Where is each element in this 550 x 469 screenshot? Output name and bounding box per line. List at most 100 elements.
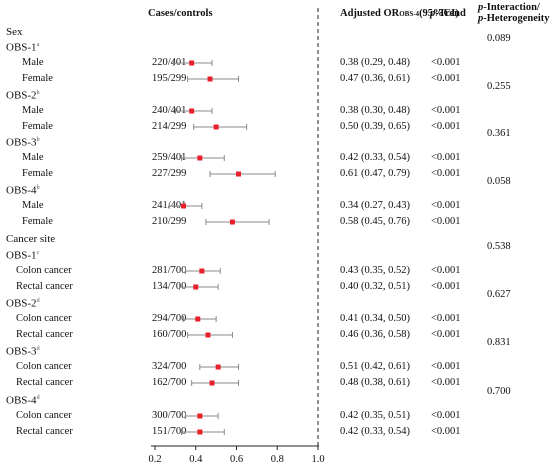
cases-controls-value: 151/700 bbox=[152, 426, 187, 437]
p-trend-value: <0.001 bbox=[431, 313, 461, 324]
p-trend-value: <0.001 bbox=[431, 426, 461, 437]
x-tick-label: 1.0 bbox=[311, 454, 324, 465]
row-label: Female bbox=[22, 216, 53, 227]
x-tick-label: 0.4 bbox=[189, 454, 203, 465]
header-p-trend-label: -Trend bbox=[435, 8, 466, 19]
row-label: Male bbox=[22, 57, 44, 68]
header-cases-controls: Cases/controls bbox=[148, 8, 213, 19]
or-point bbox=[229, 219, 235, 225]
row-label: Rectal cancer bbox=[16, 281, 73, 292]
row-label: Colon cancer bbox=[16, 410, 72, 421]
row-label: Female bbox=[22, 121, 53, 132]
or-point bbox=[205, 332, 211, 338]
header-or-suffix: (95%CI) bbox=[419, 8, 459, 19]
p-interaction-value: 0.361 bbox=[487, 128, 511, 139]
group-label: OBS-3b bbox=[6, 134, 40, 150]
odds-ratio-ci: 0.50 (0.39, 0.65) bbox=[340, 121, 410, 132]
p-trend-value: <0.001 bbox=[431, 57, 461, 68]
header-p-interaction-p: p bbox=[478, 2, 484, 13]
p-interaction-value: 0.538 bbox=[487, 241, 511, 252]
p-trend-value: <0.001 bbox=[431, 329, 461, 340]
cases-controls-value: 210/299 bbox=[152, 216, 187, 227]
p-interaction-value: 0.058 bbox=[487, 176, 511, 187]
header-or-prefix: Adjusted OR bbox=[340, 8, 400, 19]
or-point bbox=[181, 203, 187, 209]
row-label: Male bbox=[22, 152, 44, 163]
odds-ratio-ci: 0.38 (0.29, 0.48) bbox=[340, 57, 410, 68]
odds-ratio-ci: 0.48 (0.38, 0.61) bbox=[340, 377, 410, 388]
row-label: Female bbox=[22, 73, 53, 84]
group-label-footnote: d bbox=[36, 395, 40, 401]
odds-ratio-ci: 0.34 (0.27, 0.43) bbox=[340, 200, 410, 211]
group-label-text: OBS-3 bbox=[6, 345, 37, 358]
header-p-trend-p: p bbox=[430, 8, 436, 19]
cases-controls-value: 324/700 bbox=[152, 361, 187, 372]
odds-ratio-ci: 0.42 (0.33, 0.54) bbox=[340, 426, 410, 437]
or-point bbox=[197, 413, 203, 419]
cases-controls-value: 259/401 bbox=[152, 152, 187, 163]
odds-ratio-ci: 0.47 (0.36, 0.61) bbox=[340, 73, 410, 84]
or-point bbox=[193, 284, 199, 290]
group-label-text: OBS-3 bbox=[6, 136, 37, 149]
p-trend-value: <0.001 bbox=[431, 121, 461, 132]
group-label-text: OBS-1 bbox=[6, 41, 37, 54]
odds-ratio-ci: 0.38 (0.30, 0.48) bbox=[340, 105, 410, 116]
odds-ratio-ci: 0.43 (0.35, 0.52) bbox=[340, 265, 410, 276]
p-trend-value: <0.001 bbox=[431, 168, 461, 179]
cases-controls-value: 227/299 bbox=[152, 168, 187, 179]
row-label: Male bbox=[22, 200, 44, 211]
group-label-footnote: c bbox=[36, 250, 40, 256]
group-label-footnote: a bbox=[36, 42, 40, 48]
row-label: Colon cancer bbox=[16, 265, 72, 276]
group-label-footnote: b bbox=[36, 185, 40, 191]
row-label: Rectal cancer bbox=[16, 426, 73, 437]
cases-controls-value: 300/700 bbox=[152, 410, 187, 421]
or-point bbox=[195, 316, 201, 322]
header-p-trend: p-Trend bbox=[430, 8, 466, 20]
or-point bbox=[197, 155, 203, 161]
p-interaction-value: 0.089 bbox=[487, 33, 511, 44]
or-point bbox=[197, 429, 203, 435]
p-trend-value: <0.001 bbox=[431, 410, 461, 421]
p-trend-value: <0.001 bbox=[431, 200, 461, 211]
header-p-heterogeneity: p-Heterogeneity bbox=[478, 13, 550, 25]
odds-ratio-ci: 0.61 (0.47, 0.79) bbox=[340, 168, 410, 179]
section-title-cancer-site: Cancer site bbox=[6, 233, 56, 245]
p-trend-value: <0.001 bbox=[431, 216, 461, 227]
group-label-text: OBS-4 bbox=[6, 394, 37, 407]
cases-controls-value: 214/299 bbox=[152, 121, 187, 132]
cases-controls-value: 195/299 bbox=[152, 73, 187, 84]
section-title-sex: Sex bbox=[6, 26, 23, 38]
header-adjusted-or: Adjusted OROBS-4(95%CI) bbox=[340, 8, 459, 20]
group-label: OBS-4d bbox=[6, 392, 40, 408]
header-or-sub: OBS-4 bbox=[399, 10, 420, 18]
group-label: OBS-4b bbox=[6, 182, 40, 198]
group-label-footnote: b bbox=[36, 90, 40, 96]
group-label: OBS-2b bbox=[6, 87, 40, 103]
p-trend-value: <0.001 bbox=[431, 73, 461, 84]
or-point bbox=[236, 171, 242, 177]
row-label: Female bbox=[22, 168, 53, 179]
group-label-footnote: d bbox=[36, 298, 40, 304]
p-interaction-value: 0.627 bbox=[487, 289, 511, 300]
or-point bbox=[189, 60, 195, 66]
row-label: Male bbox=[22, 105, 44, 116]
p-trend-value: <0.001 bbox=[431, 105, 461, 116]
or-point bbox=[199, 268, 205, 274]
odds-ratio-ci: 0.46 (0.36, 0.58) bbox=[340, 329, 410, 340]
odds-ratio-ci: 0.51 (0.42, 0.61) bbox=[340, 361, 410, 372]
row-label: Colon cancer bbox=[16, 361, 72, 372]
row-label: Colon cancer bbox=[16, 313, 72, 324]
p-interaction-value: 0.700 bbox=[487, 386, 511, 397]
group-label: OBS-1a bbox=[6, 39, 39, 55]
p-trend-value: <0.001 bbox=[431, 361, 461, 372]
cases-controls-value: 134/700 bbox=[152, 281, 187, 292]
p-trend-value: <0.001 bbox=[431, 265, 461, 276]
row-label: Rectal cancer bbox=[16, 329, 73, 340]
row-label: Rectal cancer bbox=[16, 377, 73, 388]
header-p-interaction: p-Interaction/ bbox=[478, 2, 540, 14]
group-label-footnote: d bbox=[36, 346, 40, 352]
odds-ratio-ci: 0.40 (0.32, 0.51) bbox=[340, 281, 410, 292]
or-point bbox=[189, 108, 195, 114]
